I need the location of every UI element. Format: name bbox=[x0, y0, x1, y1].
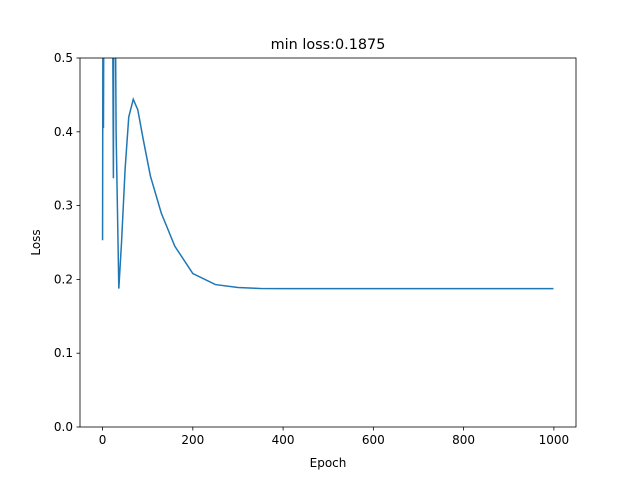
x-tick-label: 800 bbox=[452, 433, 475, 447]
x-axis-label: Epoch bbox=[310, 456, 347, 470]
x-tick-label: 400 bbox=[272, 433, 295, 447]
y-tick-label: 0.2 bbox=[54, 272, 73, 286]
chart-title: min loss:0.1875 bbox=[271, 37, 386, 53]
line-series bbox=[101, 58, 554, 290]
x-tick-label: 1000 bbox=[539, 433, 570, 447]
x-tick-label: 0 bbox=[99, 433, 107, 447]
x-tick-label: 600 bbox=[362, 433, 385, 447]
y-tick-label: 0.0 bbox=[54, 420, 73, 434]
y-tick-label: 0.3 bbox=[54, 199, 73, 213]
plot-frame bbox=[79, 57, 577, 428]
y-tick-label: 0.1 bbox=[54, 346, 73, 360]
y-axis-label: Loss bbox=[29, 229, 43, 255]
y-tick-label: 0.4 bbox=[54, 125, 73, 139]
y-tick-label: 0.5 bbox=[54, 51, 73, 65]
x-tick-label: 200 bbox=[181, 433, 204, 447]
